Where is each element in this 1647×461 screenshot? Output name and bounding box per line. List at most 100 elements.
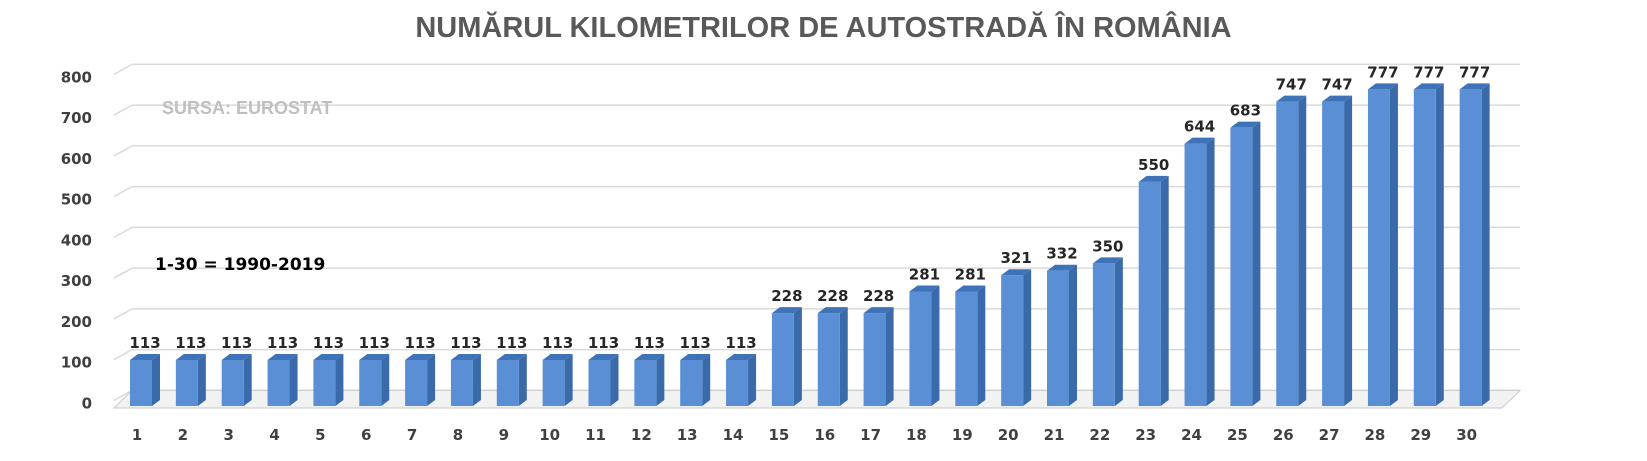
bar-side [472,353,481,406]
bar-side [197,353,206,406]
bar-top [542,353,573,360]
x-tick-label: 4 [269,426,279,444]
data-label: 113 [496,334,527,352]
bar-top [496,353,527,360]
data-label: 113 [175,334,206,352]
data-labels: 113 113 113 113 113 113 113 113 113 113 113 113 113 1… [129,63,1490,352]
bar [1230,121,1261,407]
bar-side [977,285,986,406]
bar [313,353,344,406]
bar-front [267,359,290,406]
bar-side [1160,175,1169,406]
bar-side [1069,264,1077,406]
y-tick-label: 800 [61,68,92,86]
bar-front [1413,89,1436,406]
bar-front [909,291,932,406]
data-label: 113 [313,334,344,352]
bar-top [313,353,344,360]
bar-front [1184,143,1207,406]
bar-front [1092,263,1115,406]
bar-side [1023,269,1032,406]
data-label: 550 [1138,156,1169,174]
bar [405,353,436,406]
x-tick-label: 9 [499,426,509,444]
bar-top [771,307,802,314]
bar-top [359,353,390,360]
bar [1184,137,1215,406]
bar-top [1459,83,1490,90]
data-label: 321 [1000,249,1031,267]
bar-side [1114,257,1123,406]
bar-top [863,307,894,314]
x-tick-label: 22 [1089,426,1110,444]
x-tick-label: 1 [132,426,142,444]
bar-top [405,353,436,360]
bar [359,353,390,406]
bar-side [793,307,802,406]
bar-front [130,359,152,406]
y-tick-label: 200 [61,313,92,331]
bar [634,353,665,406]
bar-front [359,359,382,406]
bar [1092,257,1123,406]
bar-top [1413,83,1444,90]
data-label: 113 [634,334,665,352]
bar-side [1298,95,1307,406]
bar-front [588,359,611,406]
data-label: 228 [817,287,848,305]
x-tick-label: 6 [361,426,371,444]
bar-top [130,353,160,360]
bar-top [634,353,665,360]
data-label: 113 [542,334,573,352]
bar-side [702,353,711,406]
data-label: 777 [1367,63,1398,81]
x-tick-label: 24 [1181,426,1202,444]
bar [955,285,986,406]
x-tick-label: 19 [952,426,973,444]
bar-side [381,353,390,406]
data-label: 228 [771,287,802,305]
bar-front [1230,127,1253,407]
bar-top [175,353,206,360]
bar-front [817,313,840,406]
bar [267,353,298,406]
bar [542,353,573,406]
data-label: 113 [404,334,435,352]
gridline-side [113,267,133,279]
data-label: 113 [359,334,390,352]
x-tick-label: 12 [631,426,652,444]
bar-front [1138,181,1161,406]
bar-side [610,353,619,406]
data-label: 228 [863,287,894,305]
source-note: SURSA: EUROSTAT [162,98,332,118]
bar [1367,83,1398,406]
bar [680,353,711,406]
gridline-side [113,226,133,239]
gridline-side [113,185,133,198]
bar-front [450,359,473,406]
bar-side [427,353,436,406]
bar-top [1184,137,1215,144]
x-tick-label: 26 [1273,426,1294,444]
bar [1276,95,1307,406]
data-label: 683 [1230,102,1261,120]
data-label: 281 [909,265,940,283]
gridline-side [113,348,133,361]
x-tick-label: 13 [677,426,698,444]
chart-title: NUMĂRUL KILOMETRILOR DE AUTOSTRADĂ ÎN RO… [415,12,1232,44]
y-tick-label: 500 [61,191,92,209]
bar-side [243,353,252,406]
bar-front [1001,275,1024,406]
x-tick-label: 16 [814,426,835,444]
x-tick-label: 15 [768,426,789,444]
bar-top [267,353,298,360]
bar [817,307,848,406]
gridline-side [113,104,133,116]
data-label: 113 [221,334,252,352]
y-tick-label: 400 [61,231,92,249]
bar-front [955,291,978,406]
bar [221,353,252,406]
x-tick-label: 30 [1456,426,1477,444]
x-tick-label: 20 [998,426,1019,444]
